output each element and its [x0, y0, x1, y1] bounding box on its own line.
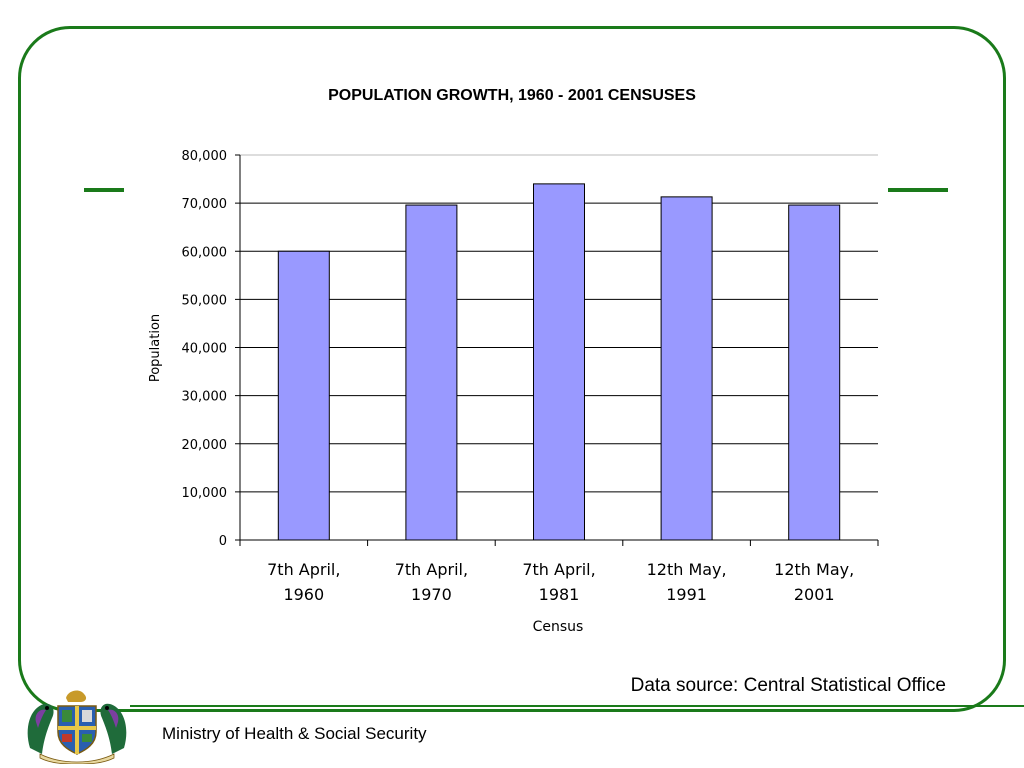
bar: [788, 204, 841, 541]
x-tick-label: 1960: [283, 585, 324, 604]
accent-line-right: [888, 188, 948, 192]
bar: [660, 196, 713, 541]
coat-of-arms-icon: [27, 690, 127, 764]
x-tick-label: 7th April,: [395, 560, 468, 579]
y-tick-label: 60,000: [182, 245, 228, 260]
ministry-name: Ministry of Health & Social Security: [162, 724, 427, 743]
accent-line-left: [84, 188, 124, 192]
x-tick-label: 12th May,: [647, 560, 727, 579]
y-tick-label: 10,000: [182, 486, 228, 501]
bar: [405, 204, 458, 541]
tick-labels: 0 10,000 20,000 30,000 40,000 50,000 60,000 70,…: [182, 149, 855, 604]
footer-rule: [130, 705, 1024, 707]
x-tick-label: 7th April,: [522, 560, 595, 579]
y-tick-label: 30,000: [182, 390, 228, 405]
y-tick-label: 0: [219, 534, 227, 549]
x-tick-label: 2001: [794, 585, 835, 604]
x-axis-label: Census: [533, 619, 584, 635]
data-source-note: Data source: Central Statistical Office: [630, 675, 946, 696]
chart-title: POPULATION GROWTH, 1960 - 2001 CENSUSES: [328, 87, 696, 104]
y-tick-label: 80,000: [182, 149, 228, 164]
slide-frame: [18, 26, 1006, 712]
y-tick-label: 50,000: [182, 293, 228, 308]
y-tick-label: 20,000: [182, 438, 228, 453]
x-tick-label: 1970: [411, 585, 452, 604]
y-tick-label: 40,000: [182, 342, 228, 357]
bars: [277, 183, 841, 541]
x-tick-label: 7th April,: [267, 560, 340, 579]
axes: [235, 154, 879, 546]
x-tick-label: 12th May,: [774, 560, 854, 579]
bar: [277, 250, 330, 541]
x-tick-label: 1981: [539, 585, 580, 604]
bar: [533, 183, 585, 541]
x-tick-label: 1991: [666, 585, 707, 604]
y-axis-label: Population: [148, 314, 163, 382]
y-tick-label: 70,000: [182, 197, 228, 212]
